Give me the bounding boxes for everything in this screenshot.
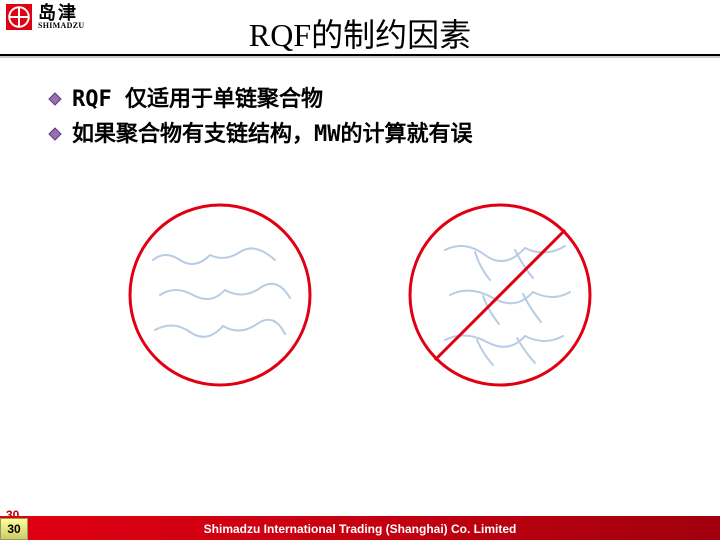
linear-polymer-diagram <box>125 200 315 390</box>
footer-text: Shimadzu International Trading (Shanghai… <box>204 522 517 536</box>
bullet-item: 如果聚合物有支链结构，MW的计算就有误 <box>48 121 680 150</box>
brand-text: 岛津 SHIMADZU <box>38 4 84 30</box>
slide: { "brand": { "cn": "岛津", "en": "SHIMADZU… <box>0 0 720 540</box>
slide-body: RQF 仅适用于单链聚合物 如果聚合物有支链结构，MW的计算就有误 <box>0 60 720 149</box>
shimadzu-logo-icon <box>6 4 32 30</box>
bullet-item: RQF 仅适用于单链聚合物 <box>48 86 680 115</box>
brand-logo: 岛津 SHIMADZU <box>6 4 84 30</box>
bullet-text: RQF 仅适用于单链聚合物 <box>72 86 323 115</box>
branched-polymer-diagram <box>405 200 595 390</box>
diamond-bullet-icon <box>48 92 62 106</box>
brand-name-en: SHIMADZU <box>38 22 84 30</box>
bullet-text: 如果聚合物有支链结构，MW的计算就有误 <box>72 121 473 150</box>
slide-header: 岛津 SHIMADZU RQF的制约因素 <box>0 0 720 60</box>
slide-title: RQF的制约因素 <box>249 10 471 56</box>
brand-name-cn: 岛津 <box>38 4 84 22</box>
slide-footer: 30 Shimadzu International Trading (Shang… <box>0 512 720 540</box>
title-rule-shadow <box>0 56 720 58</box>
diamond-bullet-icon <box>48 127 62 141</box>
diagram-row <box>0 200 720 390</box>
page-number-box: 30 <box>0 518 28 540</box>
